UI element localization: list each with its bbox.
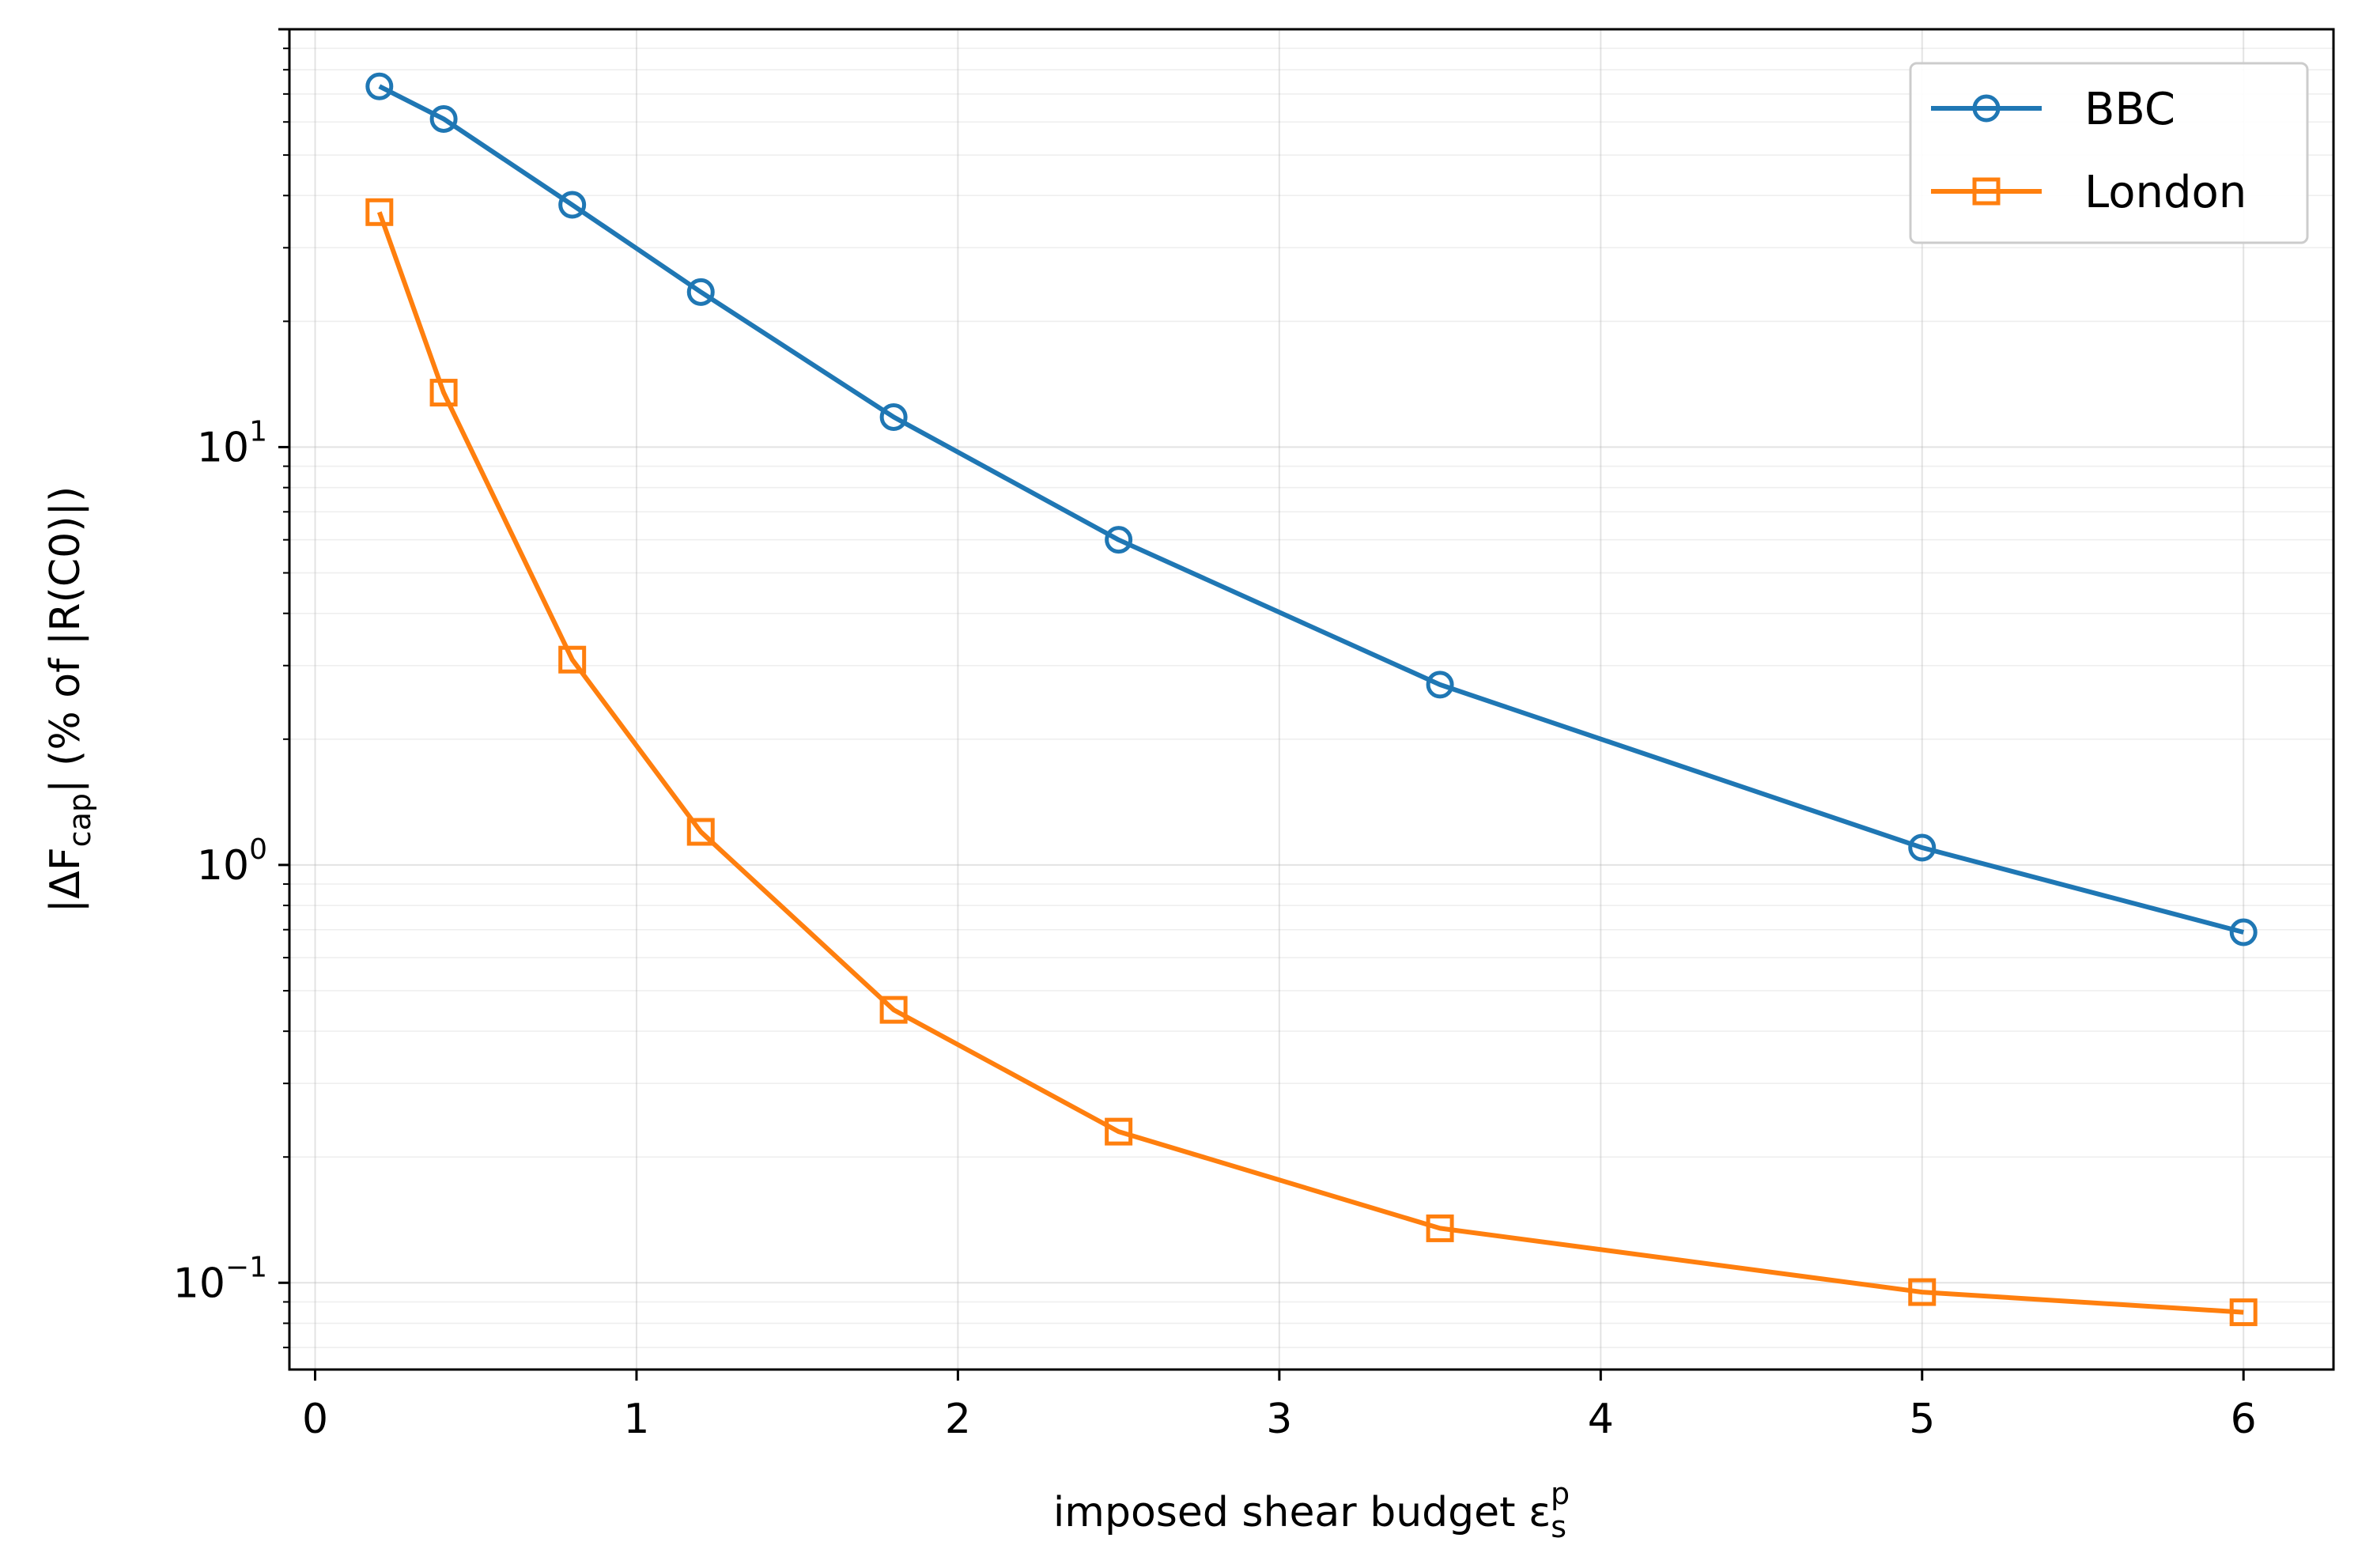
x-tick-label: 0 — [302, 1396, 328, 1443]
data-point — [2229, 918, 2258, 946]
x-tick-label: 3 — [1266, 1396, 1292, 1443]
y-axis-label: |ΔFcap| (% of |R(C0)|) — [42, 486, 97, 913]
y-tick-label: 100 — [197, 833, 267, 890]
data-point — [1105, 1117, 1133, 1146]
data-point — [365, 72, 394, 100]
data-point — [365, 198, 394, 226]
plot-frame — [288, 28, 2335, 1371]
legend-label: BBC — [2084, 84, 2175, 135]
axis-labels: 0 1 2 3 4 5 6 10−1 100 101 imposed shear budget εs… — [42, 415, 2257, 1544]
data-point — [879, 402, 908, 431]
x-tick-label: 6 — [2231, 1396, 2257, 1443]
x-axis-label: imposed shear budget εsp — [1053, 1476, 1570, 1544]
data-point — [558, 645, 587, 674]
data-point — [2229, 1298, 2258, 1327]
data-point — [686, 278, 715, 306]
data-point — [1908, 833, 1937, 862]
legend: BBC London — [1909, 62, 2309, 244]
x-tick-label: 5 — [1909, 1396, 1935, 1443]
series-line-bbc — [378, 84, 2244, 935]
data-point — [686, 818, 715, 846]
y-tick-label: 101 — [197, 415, 267, 471]
series-line-london — [376, 211, 2244, 1315]
data-point — [558, 191, 587, 219]
y-tick-label: 10−1 — [173, 1251, 267, 1307]
axis-ticks — [278, 28, 2245, 1381]
x-tick-label: 2 — [945, 1396, 971, 1443]
legend-marker — [1972, 94, 2001, 123]
data-point — [1105, 526, 1133, 554]
legend-label: London — [2084, 167, 2247, 218]
x-tick-label: 1 — [623, 1396, 649, 1443]
data-point — [429, 104, 458, 133]
data-point — [879, 996, 908, 1024]
data-point — [429, 379, 458, 407]
data-point — [1426, 671, 1454, 699]
series-layer — [365, 72, 2258, 1327]
legend-marker — [1972, 177, 2001, 206]
data-point — [1426, 1214, 1454, 1242]
x-tick-label: 4 — [1588, 1396, 1614, 1443]
data-point — [1908, 1278, 1937, 1306]
